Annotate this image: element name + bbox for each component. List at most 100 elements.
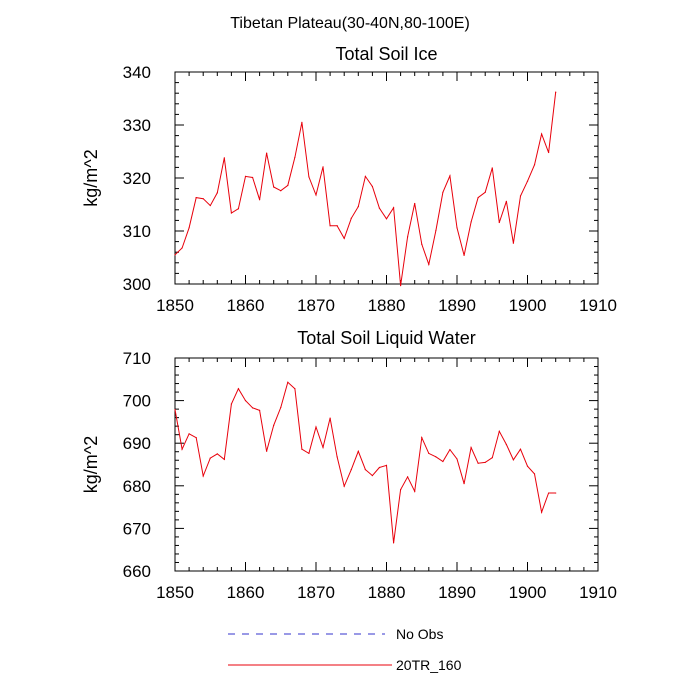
data-point [223, 157, 225, 159]
data-point [336, 456, 338, 458]
x-tick-label: 1890 [438, 583, 476, 602]
data-point [548, 492, 550, 494]
data-point [512, 242, 515, 244]
y-axis-label: kg/m^2 [81, 149, 101, 206]
plot-frame [174, 357, 599, 572]
data-point [407, 476, 409, 478]
data-point [308, 176, 310, 178]
data-point [414, 202, 416, 205]
x-tick-label: 1860 [227, 296, 265, 315]
x-tick-label: 1910 [579, 296, 617, 315]
data-point [378, 207, 381, 209]
data-point [266, 450, 268, 452]
data-point [174, 254, 176, 256]
data-point [449, 448, 451, 451]
data-point [414, 490, 416, 492]
data-point [505, 443, 507, 446]
x-tick-label: 1910 [579, 583, 617, 602]
data-point [350, 217, 352, 219]
data-point [470, 446, 472, 449]
data-point [322, 166, 324, 168]
data-point [470, 221, 472, 223]
y-tick-label: 340 [123, 63, 151, 82]
data-point [392, 207, 395, 209]
data-point [315, 426, 317, 428]
data-point [237, 388, 240, 390]
y-tick-label: 330 [123, 116, 151, 135]
x-tick-label: 1860 [227, 583, 265, 602]
data-point [216, 453, 218, 455]
y-tick-label: 700 [123, 392, 151, 411]
data-point [484, 461, 486, 463]
data-point [216, 192, 218, 194]
data-point [541, 511, 543, 513]
data-point [421, 243, 423, 245]
panel-total-soil-liquid-water: Total Soil Liquid Water kg/m^2 1850 1860 187… [81, 328, 617, 602]
y-tick-label: 660 [123, 562, 151, 581]
data-point [400, 284, 402, 287]
data-point [174, 408, 176, 411]
data-point [336, 225, 338, 227]
data-point [181, 247, 183, 249]
data-point [301, 121, 303, 123]
data-point [251, 176, 254, 179]
data-point [477, 462, 479, 464]
y-tick-label: 300 [123, 275, 151, 294]
data-point [371, 474, 373, 477]
data-point [533, 164, 536, 166]
data-point [357, 206, 359, 208]
data-point [526, 180, 529, 182]
data-point [322, 446, 324, 449]
data-point [491, 457, 493, 459]
data-point [259, 409, 261, 411]
y-tick-label: 690 [123, 434, 151, 453]
data-point [188, 227, 190, 229]
x-tick-label: 1880 [368, 296, 406, 315]
data-point [442, 191, 444, 193]
data-point [195, 197, 197, 199]
data-point [280, 190, 282, 192]
data-point [555, 91, 557, 93]
data-point [294, 156, 296, 158]
data-point [385, 464, 388, 466]
data-point [548, 151, 550, 154]
figure-suptitle: Tibetan Plateau(30-40N,80-100E) [230, 15, 470, 32]
panel-total-soil-ice: Total Soil Ice kg/m^2 1850 1860 1870 1880 1890… [81, 44, 617, 315]
data-point [195, 437, 197, 439]
data-point [251, 407, 254, 409]
series-line-20tr-160 [174, 381, 556, 543]
data-point [400, 489, 402, 491]
data-point [287, 381, 289, 383]
data-point [463, 483, 465, 485]
data-point [555, 492, 557, 494]
data-point [329, 225, 331, 227]
legend: No Obs 20TR_160 [228, 626, 462, 673]
data-point [181, 448, 183, 450]
y-tick-label: 310 [123, 222, 151, 241]
legend-label-no-obs: No Obs [396, 626, 443, 642]
data-point [491, 167, 493, 169]
y-tick-label: 680 [123, 477, 151, 496]
data-point [477, 197, 479, 199]
data-point [505, 200, 507, 202]
data-point [428, 452, 430, 455]
data-point [407, 236, 409, 238]
data-point [512, 459, 515, 461]
data-point [449, 175, 451, 177]
data-point [301, 448, 303, 450]
x-tick-label: 1900 [509, 583, 547, 602]
data-point [209, 457, 211, 459]
data-point [259, 199, 261, 201]
data-point [392, 542, 395, 544]
data-point [385, 218, 388, 220]
legend-label-20tr-160: 20TR_160 [396, 657, 462, 673]
data-point [230, 212, 232, 214]
data-point [526, 465, 529, 467]
y-tick-label: 320 [123, 169, 151, 188]
data-point [343, 485, 345, 487]
x-tick-label: 1890 [438, 296, 476, 315]
data-point [237, 208, 240, 210]
data-point [456, 458, 458, 460]
data-point [343, 237, 345, 240]
